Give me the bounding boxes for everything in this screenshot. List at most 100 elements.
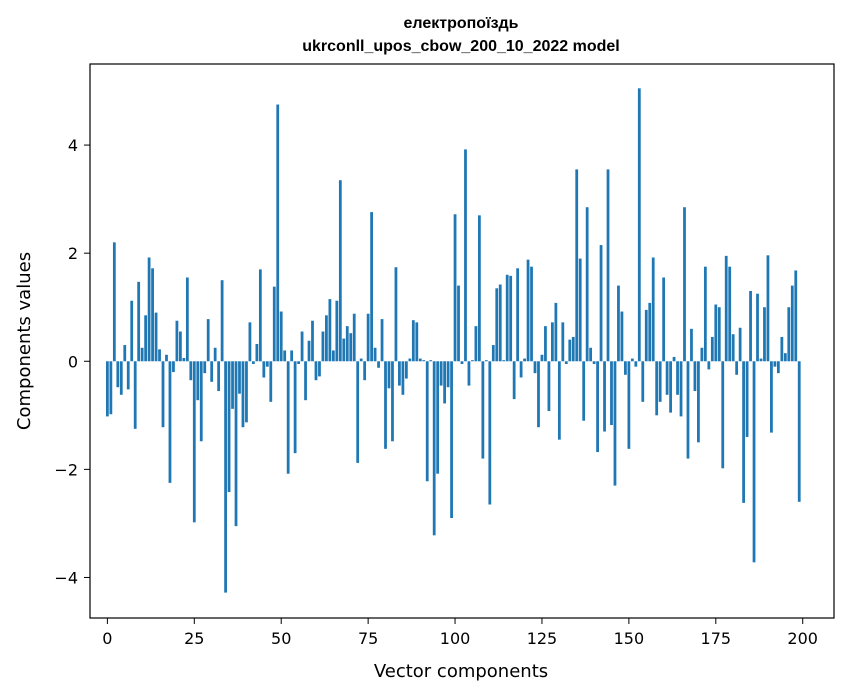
bar-130	[557, 361, 561, 440]
bar-19	[172, 361, 175, 373]
x-tick-label: 50	[271, 629, 291, 648]
bar-192	[773, 361, 777, 367]
bar-165	[679, 361, 683, 417]
bar-83	[394, 267, 398, 362]
bar-48	[272, 286, 276, 362]
bars-group	[105, 88, 801, 593]
bar-184	[745, 361, 749, 437]
x-axis-label: Vector components	[374, 661, 548, 682]
bar-33	[220, 280, 224, 362]
bar-153	[637, 88, 641, 362]
bar-122	[530, 266, 533, 362]
bar-76	[370, 212, 373, 362]
bar-77	[373, 347, 377, 362]
bar-140	[592, 361, 596, 364]
bar-123	[533, 361, 537, 374]
bar-159	[658, 361, 662, 402]
bar-166	[683, 207, 686, 362]
bar-168	[690, 328, 693, 362]
bar-61	[318, 361, 321, 377]
bar-49	[276, 104, 280, 362]
bar-72	[356, 361, 360, 463]
bar-86	[404, 361, 408, 379]
y-tick-label: 0	[68, 352, 78, 371]
bar-178	[724, 255, 728, 362]
bar-13	[151, 268, 154, 362]
bar-191	[770, 361, 773, 433]
x-tick-label: 150	[614, 629, 645, 648]
bar-3	[116, 361, 120, 388]
bar-102	[460, 361, 464, 364]
bar-125	[540, 354, 544, 362]
bar-30	[210, 361, 214, 382]
bar-34	[224, 361, 227, 593]
bar-176	[717, 307, 721, 362]
bar-68	[342, 338, 346, 362]
bar-89	[415, 322, 419, 362]
y-axis: −4 −2 0 2 4	[54, 136, 90, 587]
bar-57	[304, 361, 307, 401]
bar-8	[133, 361, 137, 429]
bar-28	[203, 361, 207, 374]
bar-128	[551, 322, 554, 362]
bar-82	[391, 361, 394, 442]
bar-119	[519, 361, 523, 378]
bar-105	[471, 360, 474, 362]
x-tick-label: 200	[787, 629, 818, 648]
bar-43	[255, 343, 259, 362]
bar-5	[123, 345, 127, 362]
bar-47	[269, 361, 273, 402]
bar-35	[227, 361, 231, 493]
bar-185	[749, 291, 752, 362]
bar-14	[154, 312, 158, 362]
bar-15	[158, 349, 161, 362]
bar-161	[665, 361, 669, 395]
bar-4	[119, 361, 123, 395]
bar-162	[669, 361, 672, 413]
bar-107	[477, 215, 481, 362]
bar-31	[213, 347, 217, 362]
bar-95	[436, 361, 440, 474]
bar-160	[662, 277, 666, 362]
bar-132	[564, 361, 568, 364]
bar-177	[721, 361, 725, 469]
y-tick-label: 2	[68, 244, 78, 263]
bar-58	[307, 340, 311, 362]
bar-38	[238, 361, 241, 394]
bar-181	[735, 361, 739, 375]
bar-80	[384, 361, 387, 449]
bar-129	[554, 302, 558, 362]
bar-186	[752, 361, 756, 563]
bar-54	[293, 361, 297, 454]
bar-85	[401, 361, 405, 395]
plot-area	[90, 64, 834, 618]
x-tick-label: 75	[358, 629, 378, 648]
bar-137	[582, 361, 586, 421]
bar-25	[192, 361, 196, 523]
bar-6	[126, 361, 130, 390]
bar-53	[290, 350, 294, 362]
bar-9	[137, 281, 141, 362]
bar-44	[258, 269, 262, 362]
bar-134	[571, 336, 575, 362]
bar-115	[505, 274, 509, 362]
bar-187	[756, 293, 759, 362]
bar-154	[641, 361, 645, 402]
y-tick-label: 4	[68, 136, 78, 155]
bar-124	[537, 361, 540, 428]
bar-99	[450, 361, 453, 519]
bar-169	[693, 361, 697, 391]
bar-42	[252, 361, 255, 364]
bar-151	[630, 358, 634, 362]
bar-81	[387, 361, 391, 389]
bar-66	[335, 300, 339, 362]
bar-20	[175, 320, 179, 362]
bar-152	[634, 361, 638, 367]
bar-73	[359, 358, 363, 362]
bar-135	[575, 169, 579, 362]
bar-23	[185, 277, 189, 362]
bar-199	[797, 361, 801, 502]
bar-167	[686, 361, 690, 459]
bar-116	[509, 275, 513, 362]
